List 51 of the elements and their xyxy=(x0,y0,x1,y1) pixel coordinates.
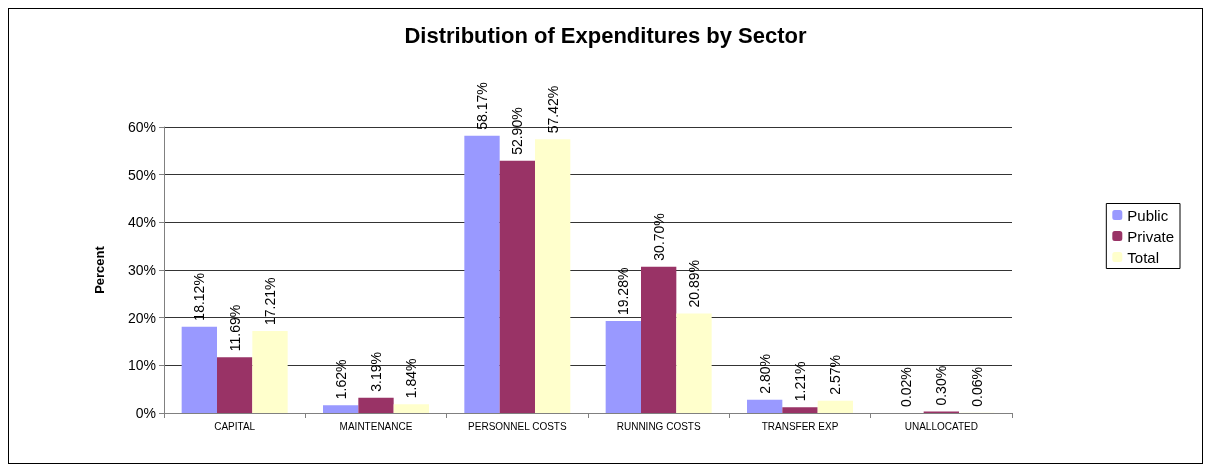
y-tick-label: 50% xyxy=(127,166,156,183)
y-tick-label: 20% xyxy=(127,309,156,326)
bar xyxy=(641,266,677,413)
data-label: 2.57% xyxy=(827,355,844,395)
data-label: 57.42% xyxy=(544,85,561,134)
data-label: 0.30% xyxy=(933,365,950,406)
data-label: 11.69% xyxy=(226,304,243,352)
bar xyxy=(181,326,217,413)
bar xyxy=(817,400,853,413)
x-tick-label: UNALLOCATED xyxy=(904,420,978,432)
data-label: 1.62% xyxy=(332,359,349,400)
bar xyxy=(499,160,535,413)
x-tick-label: MAINTENANCE xyxy=(339,420,413,432)
bar xyxy=(217,357,253,413)
data-label: 17.21% xyxy=(262,277,278,325)
data-label: 2.80% xyxy=(756,353,773,394)
bar xyxy=(393,404,429,413)
data-label: 3.19% xyxy=(368,352,384,392)
bar xyxy=(535,139,571,413)
y-tick-label: 30% xyxy=(127,262,156,278)
bar xyxy=(358,397,394,413)
y-tick-label: 60% xyxy=(127,119,156,135)
bar xyxy=(605,321,641,413)
data-label: 58.17% xyxy=(474,82,490,130)
legend-label: Total xyxy=(1127,248,1159,266)
data-label: 1.21% xyxy=(792,361,808,402)
legend-label: Private xyxy=(1127,227,1174,245)
y-axis-title: Percent xyxy=(92,245,107,294)
chart-title: Distribution of Expenditures by Sector xyxy=(404,22,808,48)
bar xyxy=(252,330,288,413)
legend-label: Public xyxy=(1127,206,1169,224)
x-tick-label: PERSONNEL COSTS xyxy=(468,420,567,432)
bar xyxy=(464,135,500,413)
data-label: 30.70% xyxy=(650,213,667,261)
y-tick-label: 0% xyxy=(135,405,156,421)
bar xyxy=(323,405,359,413)
x-tick-label: CAPITAL xyxy=(214,420,256,432)
bar xyxy=(747,399,783,413)
data-label: 20.89% xyxy=(686,259,702,308)
x-tick-label: RUNNING COSTS xyxy=(616,420,701,432)
x-tick-label: TRANSFER EXP xyxy=(761,420,839,432)
data-label: 1.84% xyxy=(403,358,420,399)
bar xyxy=(782,407,818,413)
data-label: 52.90% xyxy=(509,107,526,155)
data-label: 19.28% xyxy=(615,267,632,316)
y-tick-label: 10% xyxy=(127,357,156,374)
data-label: 0.06% xyxy=(968,367,985,407)
bar xyxy=(676,313,712,413)
data-label: 0.02% xyxy=(898,367,914,407)
y-tick-label: 40% xyxy=(127,214,156,231)
data-label: 18.12% xyxy=(191,273,208,321)
